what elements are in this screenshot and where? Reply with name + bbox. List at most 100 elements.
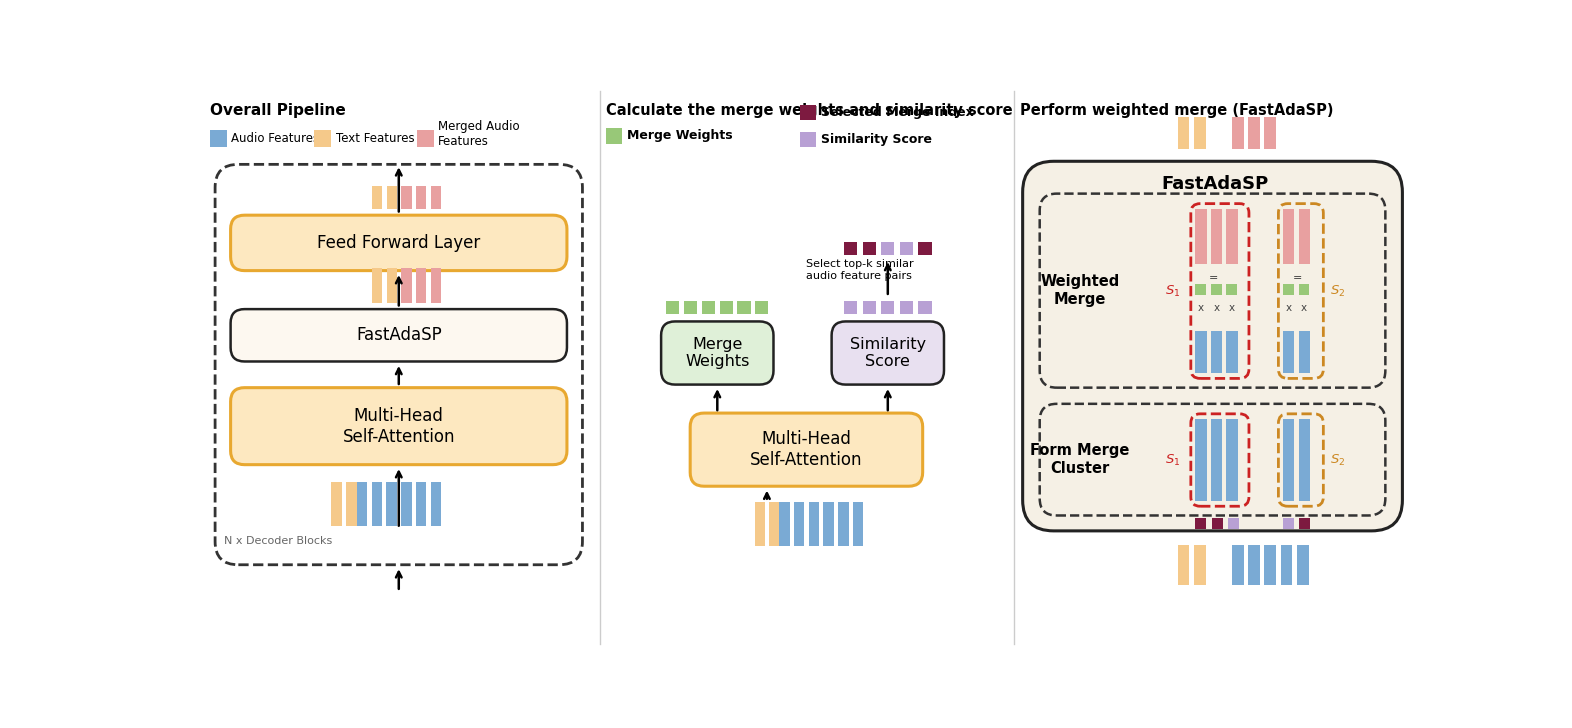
Bar (1193, 116, 1206, 149)
Bar (417, 130, 434, 146)
Bar (371, 482, 382, 526)
Bar (1212, 518, 1223, 529)
Bar (1210, 331, 1221, 373)
Text: Selected Merge Index: Selected Merge Index (821, 106, 975, 119)
Bar (918, 301, 932, 314)
Bar (607, 128, 623, 143)
Bar (1264, 116, 1276, 149)
Bar (373, 186, 382, 209)
Text: $S_2$: $S_2$ (1330, 283, 1346, 298)
Text: Text Features: Text Features (336, 132, 415, 145)
Bar (1226, 285, 1237, 296)
Bar (720, 301, 733, 314)
Text: Merge
Weights: Merge Weights (685, 337, 750, 369)
Bar (1248, 545, 1259, 585)
Bar (1264, 545, 1276, 585)
Bar (314, 130, 332, 146)
Bar (800, 132, 816, 147)
Bar (373, 269, 382, 303)
FancyBboxPatch shape (231, 215, 567, 271)
Text: FastAdaSP: FastAdaSP (355, 326, 442, 344)
Bar (1283, 518, 1294, 529)
Bar (1210, 209, 1221, 264)
Bar (899, 301, 913, 314)
Bar (401, 482, 412, 526)
Bar (1195, 518, 1206, 529)
Bar (1298, 419, 1309, 501)
Bar (863, 242, 876, 256)
Bar (1297, 545, 1308, 585)
Text: =: = (1209, 273, 1218, 283)
Text: Multi-Head
Self-Attention: Multi-Head Self-Attention (343, 407, 454, 446)
Bar (1193, 545, 1206, 585)
Bar (780, 502, 789, 546)
FancyBboxPatch shape (690, 413, 923, 486)
Bar (882, 242, 894, 256)
Bar (1248, 116, 1259, 149)
Bar (332, 482, 341, 526)
Bar (1195, 331, 1207, 373)
FancyBboxPatch shape (231, 309, 567, 362)
Bar (838, 502, 849, 546)
Bar (1281, 545, 1292, 585)
Bar (401, 269, 412, 303)
Bar (346, 482, 357, 526)
Text: Form Merge
Cluster: Form Merge Cluster (1030, 443, 1130, 476)
Bar (209, 130, 226, 146)
Text: Merge Weights: Merge Weights (627, 130, 733, 143)
Bar (357, 482, 368, 526)
Bar (844, 301, 857, 314)
Bar (431, 482, 442, 526)
Bar (1195, 209, 1207, 264)
Text: Perform weighted merge (FastAdaSP): Perform weighted merge (FastAdaSP) (1020, 103, 1333, 118)
Bar (667, 301, 679, 314)
Bar (863, 301, 876, 314)
Bar (387, 482, 396, 526)
Bar (1283, 209, 1294, 264)
Bar (918, 242, 932, 256)
Bar (1298, 285, 1309, 296)
Bar (684, 301, 696, 314)
Bar (755, 502, 766, 546)
Bar (417, 269, 426, 303)
Bar (755, 301, 769, 314)
Bar (387, 186, 398, 209)
Text: $S_1$: $S_1$ (1165, 283, 1181, 298)
Bar (1226, 331, 1237, 373)
Bar (899, 242, 913, 256)
Bar (824, 502, 833, 546)
Bar (800, 105, 816, 120)
FancyBboxPatch shape (231, 388, 567, 464)
Text: Audio Features: Audio Features (231, 132, 319, 145)
Bar (1300, 518, 1309, 529)
FancyBboxPatch shape (832, 322, 945, 384)
Text: $S_1$: $S_1$ (1165, 453, 1181, 467)
Bar (401, 186, 412, 209)
Bar (1177, 116, 1190, 149)
Text: =: = (1292, 273, 1302, 283)
Bar (737, 301, 750, 314)
Text: Similarity Score: Similarity Score (821, 133, 932, 146)
Bar (1283, 331, 1294, 373)
Bar (769, 502, 780, 546)
Bar (431, 186, 442, 209)
Text: x: x (1214, 303, 1220, 312)
Bar (701, 301, 715, 314)
Bar (844, 242, 857, 256)
Bar (794, 502, 805, 546)
Bar (882, 301, 894, 314)
Bar (854, 502, 863, 546)
Text: FastAdaSP: FastAdaSP (1162, 175, 1269, 194)
Bar (1195, 285, 1206, 296)
Bar (1283, 285, 1294, 296)
Text: Weighted
Merge: Weighted Merge (1041, 274, 1119, 306)
Bar (1226, 419, 1237, 501)
Bar (1232, 116, 1243, 149)
Bar (1210, 285, 1221, 296)
Text: Select top-k similar
audio feature pairs: Select top-k similar audio feature pairs (806, 259, 913, 281)
Bar (1228, 518, 1239, 529)
Text: N x Decoder Blocks: N x Decoder Blocks (225, 536, 333, 545)
Text: x: x (1286, 303, 1292, 312)
Text: Multi-Head
Self-Attention: Multi-Head Self-Attention (750, 430, 863, 469)
FancyBboxPatch shape (662, 322, 773, 384)
